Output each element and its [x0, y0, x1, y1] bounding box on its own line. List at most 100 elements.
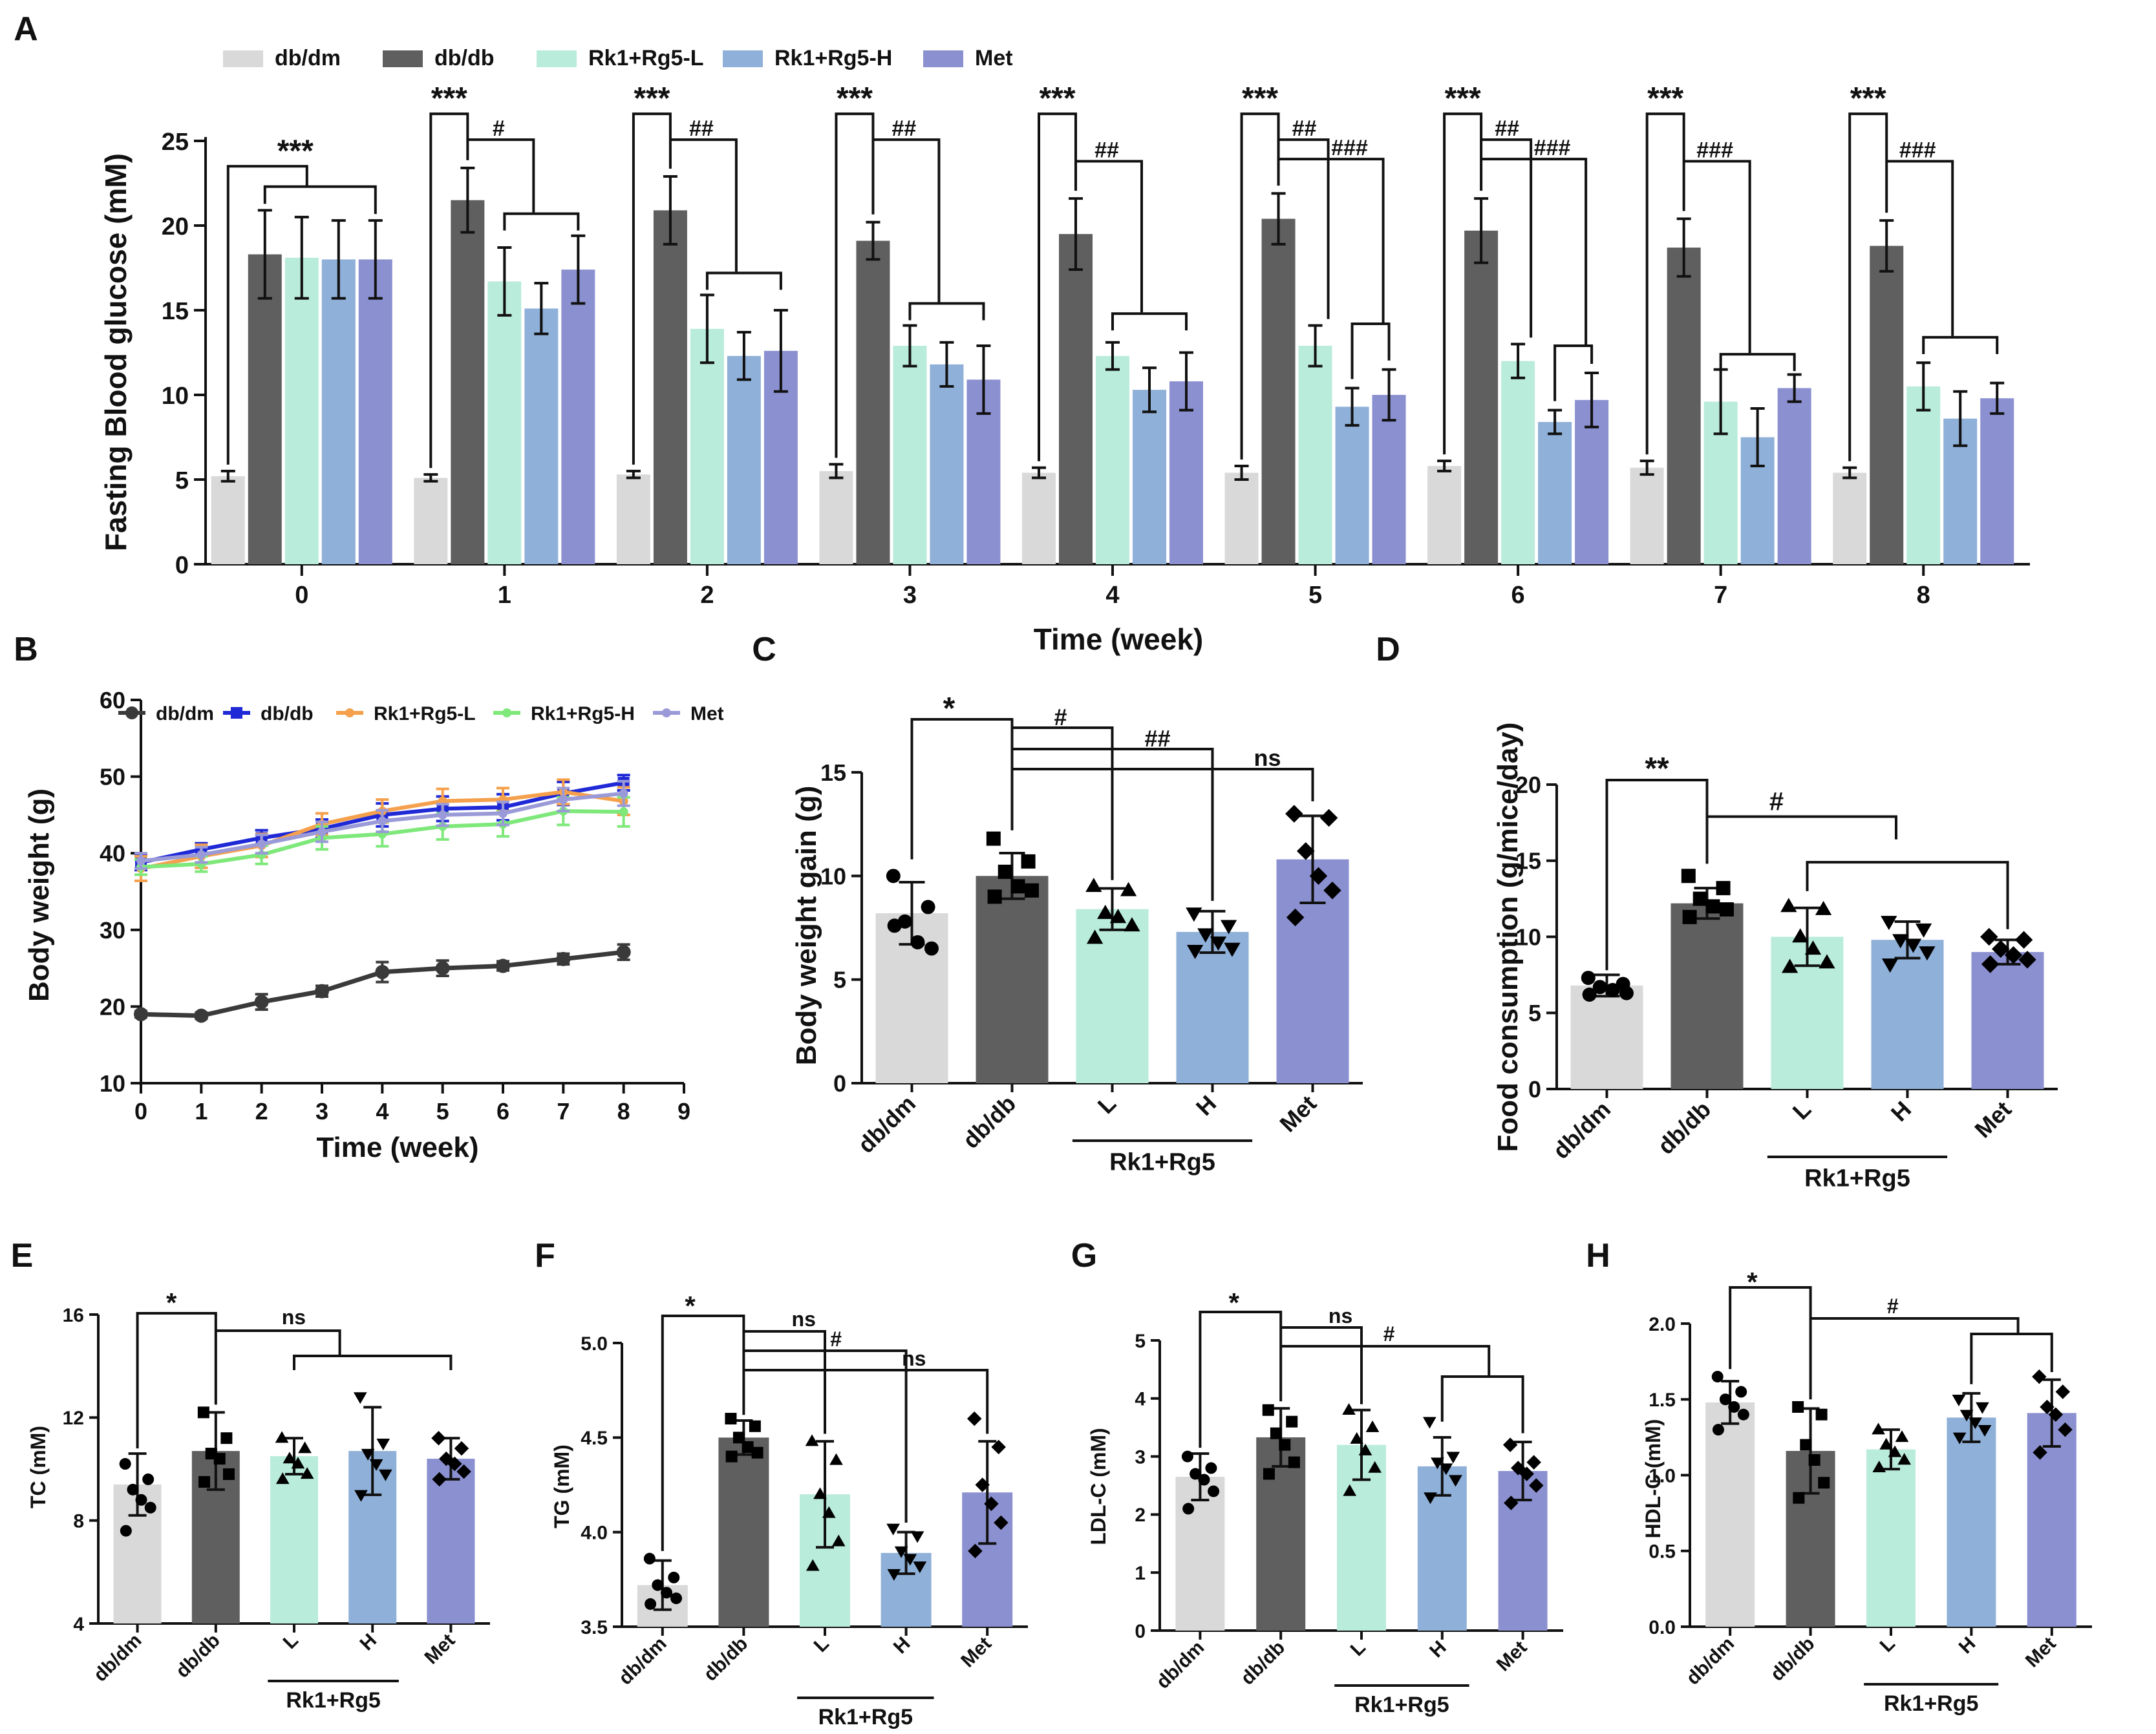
- data-point: [1182, 1503, 1195, 1515]
- sig-label: *: [1229, 1287, 1240, 1318]
- x-tick-label-d: db/db: [1652, 1096, 1716, 1159]
- data-point: [1879, 1437, 1894, 1450]
- data-point: [903, 1554, 917, 1566]
- data-point: [1897, 1453, 1912, 1465]
- data-point: [1969, 1417, 1982, 1430]
- data-point: [1605, 982, 1620, 997]
- data-point: [298, 1441, 312, 1454]
- data-point: [1350, 1432, 1364, 1444]
- data-point: [1124, 917, 1140, 932]
- x-tick-label-g: H: [1425, 1637, 1451, 1662]
- data-point: [921, 900, 935, 915]
- sig-label: **: [1645, 752, 1669, 786]
- data-point: [220, 1432, 233, 1444]
- bar: [1870, 246, 1904, 564]
- bar: [451, 200, 485, 564]
- legend-label-b: db/dm: [156, 703, 214, 724]
- data-point: [1804, 940, 1822, 955]
- data-point: [998, 864, 1012, 879]
- x-tick-label-d: L: [1788, 1096, 1817, 1125]
- data-point: [1270, 1427, 1282, 1439]
- data-point: [2040, 1399, 2055, 1415]
- group-label-e: Rk1+Rg5: [286, 1688, 380, 1713]
- bar: [248, 254, 282, 564]
- data-point: [1959, 1410, 1974, 1422]
- bar: [1464, 230, 1499, 564]
- sig-label: ###: [1899, 138, 1936, 162]
- data-point: [1711, 1371, 1724, 1383]
- sig-bracket: [1278, 158, 1385, 324]
- sig-label: ns: [1329, 1304, 1352, 1327]
- data-point: [1592, 980, 1607, 995]
- data-point: [1952, 1395, 1966, 1407]
- y-tick-label-b: 30: [100, 917, 125, 944]
- sig-bracket: [910, 718, 1014, 860]
- x-tick-label-b: 4: [376, 1098, 389, 1125]
- data-point: [1719, 1393, 1731, 1406]
- sig-bracket: [136, 1312, 217, 1449]
- sig-label: ***: [837, 81, 873, 116]
- data-point: [975, 1477, 990, 1492]
- data-point: [194, 1008, 209, 1023]
- data-point: [135, 1494, 147, 1506]
- sig-bracket: [1481, 158, 1588, 346]
- data-point: [913, 1561, 927, 1574]
- x-tick-label-h: db/dm: [1682, 1633, 1738, 1689]
- sig-bracket: [1281, 1326, 1363, 1404]
- data-point: [556, 951, 571, 966]
- sig-bracket: [263, 185, 377, 215]
- sig-label: #: [1887, 1295, 1899, 1318]
- x-tick-label-b: 5: [436, 1098, 449, 1125]
- data-point: [887, 918, 902, 933]
- bar: [1866, 1449, 1916, 1627]
- data-point: [670, 1592, 683, 1605]
- y-tick-label-e: 12: [63, 1408, 84, 1429]
- bar: [1538, 421, 1572, 564]
- data-point: [213, 1453, 226, 1465]
- bar: [1670, 903, 1744, 1089]
- data-point: [127, 1483, 139, 1496]
- data-point: [1872, 1422, 1885, 1435]
- sig-label: ###: [1534, 136, 1571, 160]
- data-point: [315, 984, 329, 999]
- data-point: [496, 958, 510, 973]
- data-point: [275, 1431, 289, 1443]
- sig-label: ###: [1331, 136, 1368, 160]
- sig-bracket: [1350, 322, 1391, 379]
- data-point: [1198, 1474, 1210, 1486]
- data-point: [438, 810, 447, 819]
- sig-label: ***: [1242, 81, 1278, 116]
- sig-label: ***: [431, 81, 467, 116]
- data-point: [1024, 883, 1039, 898]
- legend-swatch-a: [383, 50, 423, 67]
- y-tick-label-a: 25: [162, 129, 189, 156]
- data-point: [1719, 902, 1734, 917]
- data-point: [559, 795, 568, 805]
- sig-label: ##: [689, 116, 714, 141]
- x-tick-label-a: 8: [1917, 582, 1930, 609]
- data-point: [619, 788, 628, 798]
- legend-label-a: db/db: [434, 46, 495, 70]
- data-point: [1728, 1401, 1740, 1413]
- sig-label: ***: [1445, 81, 1481, 116]
- data-point: [300, 1467, 314, 1479]
- data-point: [454, 1441, 469, 1456]
- data-point: [1800, 1439, 1812, 1451]
- data-point: [1190, 1468, 1202, 1480]
- data-point: [1692, 891, 1707, 906]
- panel-label-e: E: [11, 1237, 34, 1274]
- sig-bracket: [1076, 160, 1143, 313]
- bar: [1176, 931, 1249, 1083]
- bar: [1096, 355, 1129, 564]
- y-tick-label-d: 20: [1515, 772, 1541, 798]
- data-point: [134, 1007, 148, 1022]
- x-axis-title-b: Time (week): [316, 1132, 478, 1163]
- x-tick-label-f: H: [890, 1633, 915, 1658]
- sig-label: #: [1769, 787, 1784, 816]
- sig-label: *: [166, 1287, 177, 1318]
- data-point: [661, 1587, 673, 1599]
- data-point: [1895, 1430, 1909, 1443]
- sig-bracket: [1729, 1286, 1812, 1400]
- sig-bracket: [1605, 779, 1709, 971]
- sig-bracket: [1553, 344, 1594, 401]
